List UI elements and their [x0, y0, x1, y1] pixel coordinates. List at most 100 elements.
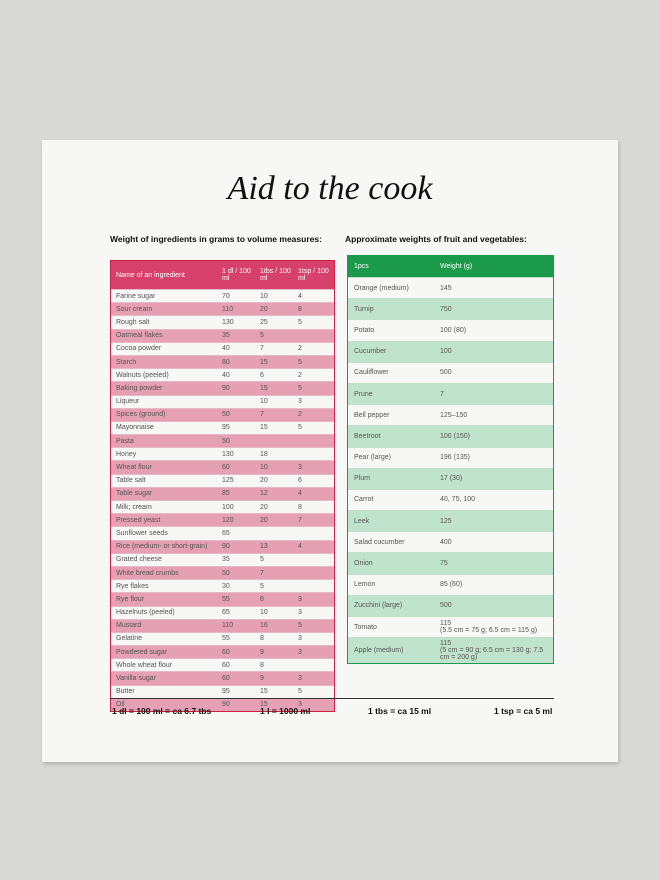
cell: 3 [298, 609, 302, 617]
note: (5.5 cm = 75 g; 6.5 cm = 115 g) [440, 627, 538, 635]
cell: 9 [260, 648, 264, 656]
column-header: 1tbs / 100 ml [260, 268, 291, 282]
cell: 2 [298, 345, 302, 353]
table-row: Grated cheese 35 5 [111, 552, 334, 566]
table-row: Carrot 40, 75, 100 [348, 488, 553, 510]
table-row: Starch 80 15 5 [111, 354, 334, 369]
cell: 196 (135) [440, 452, 553, 463]
cell: Hazelnuts (peeled) [116, 609, 175, 617]
cell: Baking powder [116, 384, 163, 392]
table-row: Cocoa powder 40 7 2 [111, 341, 334, 355]
table-row: Tomato 115 (5.5 cm = 75 g; 6.5 cm = 115 g) [348, 616, 553, 637]
cell: 3 [298, 464, 302, 472]
cell: 55 [222, 635, 230, 643]
cell: 7 [440, 389, 553, 400]
cell: Plum [354, 475, 370, 483]
cell: 100 (150) [440, 431, 553, 442]
cell: Whole wheat flour [116, 661, 173, 669]
cell: Liqueur [116, 398, 140, 406]
cell: Farine sugar [116, 292, 156, 300]
cell: 90 [222, 543, 230, 551]
column-header: 1 dl / 100 ml [222, 268, 251, 282]
table-row: Powdered sugar 60 9 3 [111, 645, 334, 659]
cell: 8 [298, 503, 302, 511]
weight: 500 [440, 602, 452, 610]
cell: 40 [222, 371, 230, 379]
table-row: Honey 130 18 [111, 447, 334, 460]
cell: 3 [298, 398, 302, 406]
cell: 3 [298, 648, 302, 656]
cell: 60 [222, 661, 230, 669]
table-row: Prune 7 [348, 382, 553, 405]
cell: Onion [354, 560, 373, 568]
weight: 196 (135) [440, 454, 470, 462]
cell: 5 [260, 556, 264, 564]
table-row: Baking powder 90 15 5 [111, 381, 334, 395]
cell: 3 [298, 701, 302, 709]
cell: 3 [298, 635, 302, 643]
cell: Mustard [116, 622, 142, 630]
cell: Carrot [354, 496, 374, 504]
book-cover: Aid to the cook Weight of ingredients in… [42, 140, 618, 762]
cell: Honey [116, 450, 137, 458]
weight: 100 [440, 348, 452, 356]
cell: 12 [260, 490, 268, 498]
cell: 15 [260, 701, 268, 709]
cell: 125 [440, 516, 553, 527]
weight: 750 [440, 305, 452, 313]
table-row: Potato 100 (80) [348, 319, 553, 340]
weight: 17 (30) [440, 475, 463, 483]
cell: 8 [260, 595, 264, 603]
cell: 6 [260, 371, 264, 379]
cell: 3 [298, 675, 302, 683]
ingredient-table: Name of an ingredient 1 dl / 100 ml 1tbs /… [110, 260, 335, 712]
cell: Beetroot [354, 432, 381, 440]
table-row: Rice (medium- or short-grain) 90 13 4 [111, 539, 334, 553]
cell: 6 [298, 477, 302, 485]
weight: 125–150 [440, 411, 468, 419]
table-row: Rough salt 130 25 5 [111, 315, 334, 328]
cell: Zucchini (large) [354, 602, 403, 610]
left-heading: Weight of ingredients in grams to volume… [110, 234, 322, 244]
cell: Oil [116, 701, 125, 709]
cell: Walnuts (peeled) [116, 371, 169, 379]
cell: 9 [260, 675, 264, 683]
weight: 115 [440, 620, 452, 628]
column-header: Weight (g) [440, 263, 473, 270]
cell: Table sugar [116, 490, 153, 498]
cell: 90 [222, 384, 230, 392]
weight: 115 [440, 640, 452, 648]
table-row: Milk; cream 100 20 8 [111, 500, 334, 513]
cell: 50 [222, 569, 230, 577]
cell: 500 [440, 600, 553, 611]
conversion: 1 dl = 100 ml = ca 6.7 tbs [112, 706, 212, 716]
table-row: Oatmeal flakes 35 5 [111, 328, 334, 342]
cell: 4 [298, 543, 302, 551]
cell: Cauliflower [354, 369, 389, 377]
cell: Table salt [116, 477, 146, 485]
table-row: Apple (medium) 115 (5 cm = 90 g; 6.5 cm = … [348, 637, 553, 664]
table-row: Mustard 110 16 5 [111, 618, 334, 632]
cell: 8 [260, 635, 264, 643]
table-row: Pressed yeast 120 20 7 [111, 513, 334, 527]
cell: 16 [260, 622, 268, 630]
table-row: Cauliflower 500 [348, 361, 553, 383]
cell: 17 (30) [440, 473, 553, 484]
cell: 15 [260, 384, 268, 392]
cell: 60 [222, 648, 230, 656]
cell: 8 [260, 661, 264, 669]
cell: 7 [260, 345, 264, 353]
cell: 130 [222, 318, 234, 326]
table-row: Cucumber 100 [348, 340, 553, 362]
cell: 60 [222, 464, 230, 472]
cell: 20 [260, 305, 268, 313]
cell: Turnip [354, 305, 374, 313]
cell: 7 [260, 411, 264, 419]
table-row: Turnip 750 [348, 298, 553, 320]
cell: 5 [260, 332, 264, 340]
weight: 85 (60) [440, 581, 463, 589]
cell: 2 [298, 371, 302, 379]
cell: 5 [298, 688, 302, 696]
weight: 40, 75, 100 [440, 496, 476, 504]
conversion: 1 tsp = ca 5 ml [494, 706, 553, 716]
